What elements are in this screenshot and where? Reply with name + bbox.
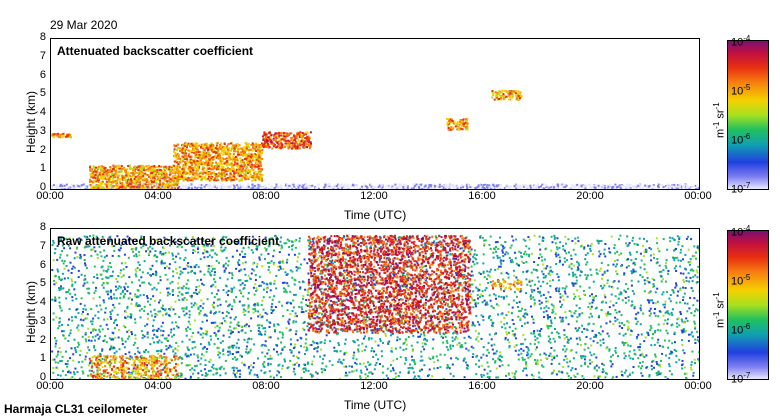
- y-tick-label: 3: [39, 124, 46, 137]
- y-tick-label: 5: [39, 87, 46, 100]
- y-tick-label: 4: [39, 296, 46, 308]
- x-tick-label: 00:00: [684, 190, 712, 202]
- colorbar-2: [727, 230, 769, 380]
- raw-backscatter-plot: Raw attenuated backscatter coefficient: [50, 228, 700, 380]
- feature-boundary-layer: [51, 183, 699, 189]
- colorbar-tick-label: 10-6: [731, 132, 751, 147]
- feature-cloud-layer: [261, 130, 313, 150]
- y-tick-label: 0: [39, 181, 46, 193]
- y-tick-label: 1: [39, 352, 46, 365]
- colorbar-tick-label: 10-5: [731, 83, 751, 98]
- colorbar-tick-label: 10-5: [731, 273, 751, 288]
- panel-2-title: Raw attenuated backscatter coefficient: [57, 234, 280, 248]
- colorbar-1: [727, 40, 769, 190]
- colorbar-tick-label: 10-6: [731, 322, 751, 337]
- attenuated-backscatter-plot: Attenuated backscatter coefficient: [50, 38, 700, 190]
- x-tick-label: 04:00: [144, 190, 172, 202]
- x-tick-label: 00:00: [36, 380, 64, 392]
- heatmap-1-canvas: [51, 89, 699, 189]
- y-tick-label: 6: [39, 258, 46, 271]
- x-tick-label: 00:00: [36, 190, 64, 202]
- x-tick-label: 16:00: [468, 380, 496, 392]
- date-label: 29 Mar 2020: [50, 18, 118, 32]
- feature-cloud-at-3-5-km: [446, 117, 469, 131]
- x-tick-label: 08:00: [252, 380, 280, 392]
- panel-1-title: Attenuated backscatter coefficient: [57, 44, 254, 58]
- y-tick-label: 4: [39, 106, 46, 118]
- colorbar-tick-label: 10-7: [731, 181, 751, 196]
- instrument-label: Harmaja CL31 ceilometer: [4, 402, 148, 416]
- x-tick-label: 16:00: [468, 190, 496, 202]
- x-tick-label: 12:00: [360, 380, 388, 392]
- x-axis-label: Time (UTC): [344, 398, 407, 412]
- colorbar-tick-label: 10-4: [731, 224, 751, 239]
- feature-cloud-at-5-km: [491, 89, 523, 101]
- feature-high-noise-midday: [307, 234, 472, 335]
- y-tick-label: 3: [39, 314, 46, 327]
- y-tick-label: 7: [39, 239, 46, 252]
- x-tick-label: 20:00: [576, 190, 604, 202]
- y-axis-label: Height (km): [24, 280, 38, 343]
- y-axis-label: Height (km): [24, 90, 38, 153]
- y-tick-label: 7: [39, 49, 46, 62]
- feature-cloud-at-5-km: [491, 279, 523, 291]
- feature-low-fog-cloud: [89, 164, 180, 189]
- colorbar-unit-label: m-1 sr-1: [712, 292, 727, 328]
- y-tick-label: 1: [39, 162, 46, 175]
- y-tick-label: 6: [39, 68, 46, 81]
- x-axis-label: Time (UTC): [344, 208, 407, 222]
- x-tick-label: 04:00: [144, 380, 172, 392]
- y-tick-label: 0: [39, 371, 46, 383]
- y-tick-label: 8: [39, 31, 46, 43]
- x-tick-label: 08:00: [252, 190, 280, 202]
- feature-low-fog-cloud: [88, 354, 180, 379]
- y-tick-label: 2: [39, 333, 46, 346]
- feature-rising-cloud: [172, 142, 264, 182]
- x-tick-label: 20:00: [576, 380, 604, 392]
- colorbar-tick-label: 10-4: [731, 34, 751, 49]
- colorbar-unit-label: m-1 sr-1: [712, 102, 727, 138]
- feature-early-cloud-at-2-9-km: [51, 132, 73, 139]
- colorbar-tick-label: 10-7: [731, 371, 751, 386]
- x-tick-label: 12:00: [360, 190, 388, 202]
- y-tick-label: 2: [39, 143, 46, 156]
- y-tick-label: 5: [39, 277, 46, 290]
- y-tick-label: 8: [39, 221, 46, 233]
- x-tick-label: 00:00: [684, 380, 712, 392]
- heatmap-2-canvas: [51, 234, 699, 379]
